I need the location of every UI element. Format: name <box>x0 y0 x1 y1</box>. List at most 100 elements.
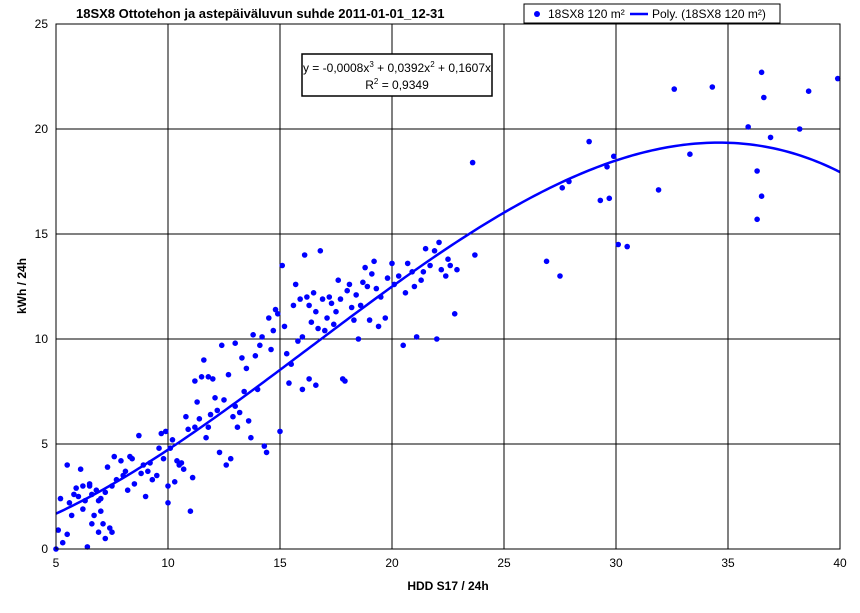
data-point <box>306 376 312 382</box>
y-tick-label: 0 <box>41 542 48 556</box>
data-point <box>178 460 185 466</box>
data-point <box>337 296 344 302</box>
data-point <box>245 418 252 424</box>
data-point <box>263 449 270 456</box>
data-point <box>469 159 476 166</box>
data-point <box>281 323 288 330</box>
data-point <box>185 426 191 433</box>
x-tick-label: 15 <box>273 556 287 570</box>
data-point <box>162 428 169 435</box>
data-point <box>218 342 225 349</box>
data-point <box>147 460 153 466</box>
data-point <box>111 453 118 460</box>
data-point <box>156 445 162 452</box>
data-point <box>183 413 189 420</box>
data-point <box>362 264 368 271</box>
data-point <box>366 317 373 323</box>
data-point <box>758 69 765 76</box>
data-point <box>201 357 207 363</box>
data-point <box>357 302 364 309</box>
data-point <box>86 481 93 487</box>
y-tick-label: 15 <box>35 227 49 241</box>
data-point <box>55 527 62 533</box>
data-point <box>442 273 449 279</box>
data-point <box>604 164 610 170</box>
data-point <box>761 94 767 101</box>
data-point <box>319 296 326 302</box>
equation-exp-2: 2 <box>430 60 435 69</box>
data-point <box>342 378 348 384</box>
data-point <box>597 197 604 204</box>
data-point <box>154 472 160 479</box>
data-point <box>395 273 402 279</box>
data-point <box>299 386 306 393</box>
data-point <box>104 464 111 470</box>
data-point <box>277 428 283 435</box>
data-point <box>301 252 308 258</box>
data-point <box>207 411 214 418</box>
data-point <box>796 126 803 132</box>
data-point <box>102 535 109 542</box>
data-point <box>216 449 223 456</box>
data-point <box>758 193 765 199</box>
data-point <box>149 476 156 483</box>
data-point <box>205 374 212 380</box>
data-point <box>404 260 411 267</box>
data-point <box>344 287 351 294</box>
data-point <box>232 403 238 410</box>
data-point <box>248 434 254 441</box>
data-point <box>59 539 66 546</box>
data-point <box>84 544 91 550</box>
data-point <box>445 256 451 263</box>
data-point <box>472 252 478 258</box>
data-point <box>196 416 203 422</box>
data-point <box>427 262 433 269</box>
data-point <box>91 512 97 519</box>
data-point <box>834 75 841 82</box>
data-point <box>317 248 324 254</box>
plot-area <box>56 24 840 549</box>
y-tick-label: 10 <box>35 332 49 346</box>
data-point <box>290 302 297 309</box>
data-point <box>118 458 124 464</box>
chart-title: 18SX8 Ottotehon ja astepäiväluvun suhde … <box>76 6 445 21</box>
equation-part-3: + 0,1607x <box>435 61 491 75</box>
data-point <box>586 138 592 145</box>
data-point <box>322 327 328 334</box>
data-point <box>102 489 109 496</box>
data-point <box>687 151 693 157</box>
data-point <box>615 241 622 248</box>
data-point <box>165 483 171 489</box>
data-point <box>77 466 84 473</box>
y-tick-label: 25 <box>35 17 49 31</box>
data-point <box>75 493 82 500</box>
data-point <box>409 269 415 275</box>
data-point <box>250 332 256 338</box>
data-point <box>274 311 281 317</box>
data-point <box>98 508 104 514</box>
equation-part-1: y = -0,0008x <box>303 61 369 75</box>
data-point <box>82 497 88 504</box>
data-point <box>64 531 70 538</box>
data-point <box>391 281 398 288</box>
data-point <box>138 470 144 477</box>
r2-exp: 2 <box>374 77 379 86</box>
data-point <box>89 521 95 527</box>
data-point <box>364 283 371 290</box>
data-point <box>400 342 407 349</box>
data-point <box>375 323 382 330</box>
data-point <box>438 266 445 273</box>
data-point <box>236 409 243 416</box>
data-point <box>243 365 250 372</box>
data-point <box>98 495 104 502</box>
data-point <box>310 290 317 296</box>
data-point <box>158 430 165 437</box>
x-axis-label: HDD S17 / 24h <box>407 579 488 593</box>
data-point <box>373 285 380 292</box>
data-point <box>451 311 458 317</box>
data-point <box>411 283 418 290</box>
data-point <box>330 321 337 328</box>
data-point <box>315 325 321 332</box>
